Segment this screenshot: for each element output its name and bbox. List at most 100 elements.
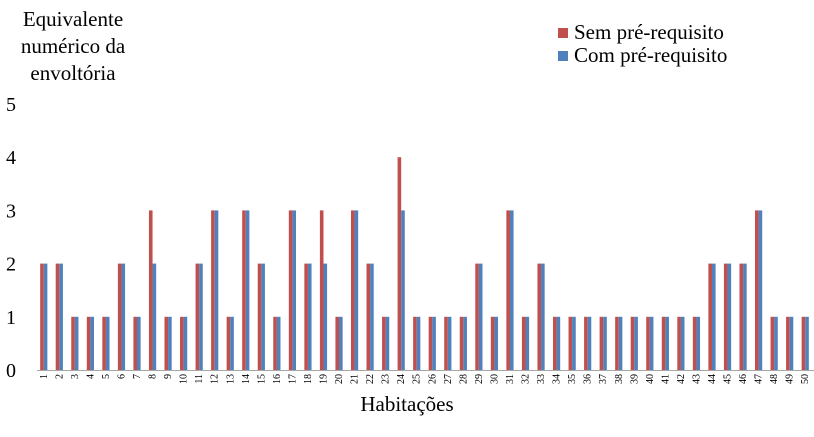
bar-com-50 <box>805 316 809 370</box>
bar-com-17 <box>292 210 297 370</box>
bar-sem-8 <box>148 210 153 370</box>
bar-com-6 <box>121 263 126 370</box>
bar-sem-24 <box>397 157 402 370</box>
bar-sem-29 <box>475 263 479 370</box>
x-tick-label: 11 <box>194 374 205 384</box>
bar-com-42 <box>680 316 685 370</box>
bar-sem-15 <box>257 263 262 370</box>
x-tick-label: 5 <box>101 374 112 379</box>
bar-sem-3 <box>71 316 75 370</box>
bar-sem-40 <box>646 316 650 370</box>
x-tick-label: 39 <box>629 374 640 384</box>
x-tick-label: 19 <box>318 374 329 384</box>
y-tick-label: 0 <box>6 360 16 382</box>
x-tick-label: 6 <box>116 374 127 379</box>
bar-sem-2 <box>55 263 60 370</box>
bar-sem-13 <box>226 316 231 370</box>
x-tick-label: 2 <box>54 374 65 379</box>
bar-sem-7 <box>133 316 138 370</box>
bar-sem-1 <box>40 263 44 370</box>
bar-sem-4 <box>86 316 91 370</box>
bar-sem-25 <box>413 316 417 370</box>
x-tick-label: 7 <box>132 374 143 379</box>
bar-com-45 <box>727 263 732 370</box>
y-tick-label: 2 <box>6 254 16 276</box>
bar-com-9 <box>168 316 172 370</box>
x-tick-label: 45 <box>723 374 734 384</box>
bar-com-37 <box>603 316 607 370</box>
bar-com-36 <box>587 316 592 370</box>
x-tick-label: 20 <box>334 374 345 384</box>
bar-sem-14 <box>242 210 246 370</box>
bar-com-49 <box>789 316 794 370</box>
bar-com-16 <box>276 316 281 370</box>
legend-label-sem: Sem pré-requisito <box>574 20 724 44</box>
bar-sem-18 <box>304 263 308 370</box>
bar-com-19 <box>323 263 328 370</box>
bar-sem-9 <box>164 316 169 370</box>
x-tick-label: 50 <box>800 374 811 384</box>
bar-com-13 <box>230 316 234 370</box>
bar-sem-31 <box>506 210 510 370</box>
x-tick-label: 21 <box>350 374 361 384</box>
bar-sem-22 <box>366 263 371 370</box>
bar-com-48 <box>774 316 778 370</box>
bar-com-31 <box>509 210 514 370</box>
bar-com-3 <box>74 316 79 370</box>
bar-com-2 <box>59 263 63 370</box>
x-tick-label: 31 <box>505 374 516 384</box>
x-tick-label: 41 <box>660 374 671 384</box>
x-tick-label: 10 <box>179 374 190 384</box>
bar-sem-50 <box>801 316 806 370</box>
bar-sem-28 <box>459 316 464 370</box>
x-tick-label: 12 <box>210 374 221 384</box>
y-axis-title: Equivalente numérico da envoltória <box>0 6 146 87</box>
x-tick-label: 17 <box>287 374 298 384</box>
bar-com-11 <box>199 263 203 370</box>
x-tick-label: 38 <box>614 374 625 384</box>
legend-swatch-com <box>558 50 568 61</box>
bar-com-4 <box>90 316 94 370</box>
legend-swatch-sem <box>558 27 568 38</box>
y-tick-label: 5 <box>6 94 16 116</box>
bar-sem-42 <box>677 316 681 370</box>
bar-com-26 <box>432 316 436 370</box>
bar-sem-27 <box>444 316 448 370</box>
x-tick-label: 3 <box>70 374 81 379</box>
bar-sem-23 <box>382 316 386 370</box>
bar-sem-41 <box>661 316 666 370</box>
bar-sem-33 <box>537 263 542 370</box>
bar-com-12 <box>214 210 219 370</box>
bar-com-47 <box>758 210 763 370</box>
bar-sem-48 <box>770 316 775 370</box>
x-tick-label: 34 <box>552 374 563 384</box>
bar-com-7 <box>137 316 141 370</box>
bar-com-5 <box>105 316 110 370</box>
bar-com-39 <box>634 316 638 370</box>
bar-com-18 <box>307 263 312 370</box>
y-axis-title-line-2: numérico da <box>20 34 126 58</box>
x-tick-label: 22 <box>365 374 376 384</box>
bar-sem-36 <box>584 316 588 370</box>
x-tick-label: 24 <box>396 374 407 384</box>
x-tick-label: 44 <box>707 374 718 384</box>
x-tick-label: 46 <box>738 374 749 384</box>
y-tick-label: 4 <box>6 147 16 169</box>
x-tick-label: 48 <box>769 374 780 384</box>
bar-com-24 <box>401 210 405 370</box>
bar-com-14 <box>245 210 250 370</box>
bar-com-34 <box>556 316 561 370</box>
bar-sem-19 <box>319 210 324 370</box>
bar-sem-10 <box>180 316 184 370</box>
bar-sem-30 <box>490 316 495 370</box>
bar-com-25 <box>416 316 421 370</box>
x-tick-label: 15 <box>256 374 267 384</box>
bar-sem-11 <box>195 263 200 370</box>
bar-com-15 <box>261 263 265 370</box>
x-tick-label: 42 <box>676 374 687 384</box>
legend-item-sem: Sem pré-requisito <box>558 21 727 44</box>
bar-com-29 <box>478 263 483 370</box>
bar-com-30 <box>494 316 499 370</box>
bar-sem-12 <box>211 210 215 370</box>
